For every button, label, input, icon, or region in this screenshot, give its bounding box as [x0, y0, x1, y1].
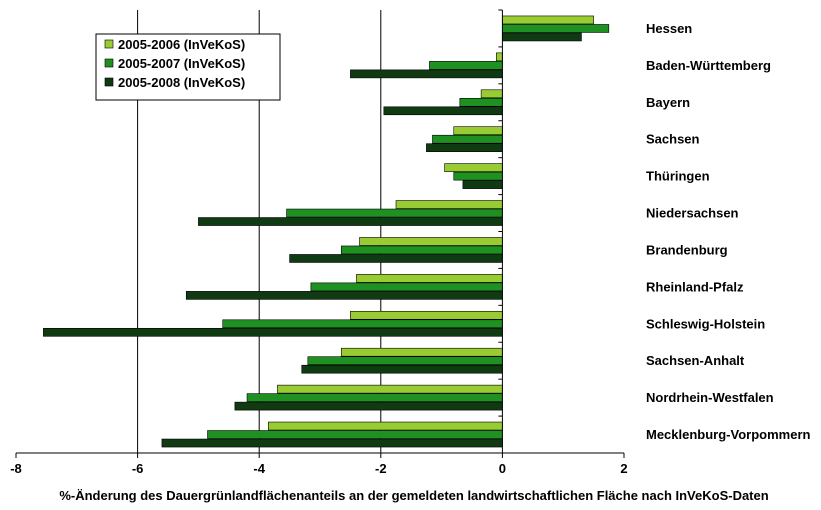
bar: [161, 438, 503, 448]
bar: [234, 401, 503, 411]
bar: [340, 347, 503, 357]
x-tick-label: -8: [10, 461, 22, 476]
bar: [459, 97, 503, 107]
category-label: Brandenburg: [646, 242, 728, 257]
legend-swatch: [104, 39, 114, 49]
x-tick-label: -6: [132, 461, 144, 476]
category-label: Rheinland-Pfalz: [646, 279, 744, 294]
bar: [185, 291, 503, 300]
legend: 2005-2006 (InVeKoS) 2005-2007 (InVeKoS) 20…: [95, 33, 281, 101]
bar: [340, 245, 503, 255]
legend-box: [95, 33, 281, 101]
bar: [359, 237, 503, 246]
bar: [289, 254, 503, 263]
bar: [307, 356, 503, 366]
bar: [462, 180, 503, 189]
bar: [43, 327, 503, 337]
category-label: Baden-Württemberg: [646, 58, 771, 73]
x-tick-label: 2: [620, 461, 627, 476]
bar: [502, 24, 610, 33]
bar: [453, 171, 503, 181]
bar: [502, 15, 594, 25]
axes: [15, 9, 625, 458]
category-label: Schleswig-Holstein: [646, 316, 765, 331]
x-tick-label: 0: [499, 461, 506, 476]
x-axis-title: %-Änderung des Dauergrünlandflächenantei…: [59, 488, 768, 503]
bar: [444, 163, 503, 172]
bar: [432, 134, 503, 144]
category-label: Hessen: [646, 21, 692, 36]
bar: [222, 319, 503, 329]
bar: [480, 89, 503, 99]
bar: [429, 61, 503, 70]
bar: [453, 126, 503, 136]
x-tick-label: -2: [375, 461, 387, 476]
bar: [350, 310, 503, 320]
labels: -8 -6 -4 -2 0 2 Hessen Baden-Württemberg Bayern S…: [10, 21, 810, 476]
category-label: Sachsen-Anhalt: [646, 353, 745, 368]
legend-label: 2005-2008 (InVeKoS): [118, 75, 245, 90]
bar: [268, 421, 503, 431]
bar: [277, 384, 503, 394]
bar: [301, 364, 503, 374]
category-label: Thüringen: [646, 169, 710, 184]
bar: [383, 106, 503, 116]
bar: [496, 52, 503, 62]
category-label: Niedersachsen: [646, 206, 739, 221]
bars: [43, 15, 610, 448]
bar: [207, 430, 503, 439]
category-label: Bayern: [646, 95, 690, 110]
category-label: Mecklenburg-Vorpommern: [646, 427, 811, 442]
bar: [350, 69, 503, 79]
bar: [395, 200, 503, 209]
category-label: Sachsen: [646, 132, 700, 147]
legend-swatch: [104, 58, 114, 68]
bar: [502, 32, 582, 42]
bar: [198, 217, 503, 226]
legend-swatch: [104, 77, 114, 87]
bar: [310, 282, 503, 292]
x-tick-label: -4: [253, 461, 265, 476]
bar: [426, 143, 503, 153]
legend-label: 2005-2006 (InVeKoS): [118, 37, 245, 52]
bar: [246, 393, 503, 402]
bar: [356, 274, 503, 283]
bar: [286, 208, 503, 218]
category-label: Nordrhein-Westfalen: [646, 390, 774, 405]
legend-label: 2005-2007 (InVeKoS): [118, 56, 245, 71]
